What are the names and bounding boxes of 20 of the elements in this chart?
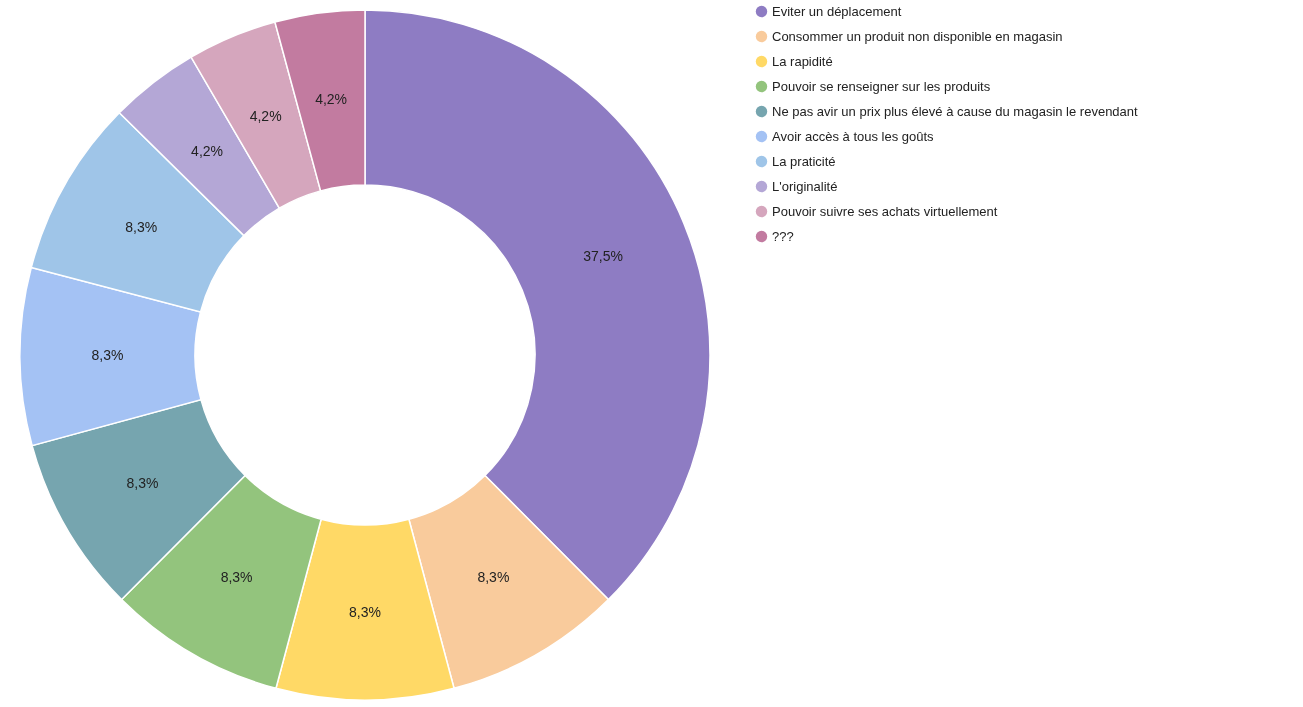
legend-label: La praticité [772,153,836,169]
data-label: 8,3% [125,218,158,235]
data-label: 8,3% [220,569,253,586]
data-label: 4,2% [315,90,348,107]
data-label: 4,2% [249,108,282,125]
legend-label: Pouvoir se renseigner sur les produits [772,78,991,94]
legend-label: Ne pas avir un prix plus élevé à cause du magasin le revendant [772,103,1139,119]
data-label: 8,3% [91,347,124,364]
legend-label: Pouvoir suivre ses achats virtuellement [772,203,998,219]
data-label: 8,3% [349,603,381,620]
legend-label: Avoir accès à tous les goûts [772,128,935,144]
legend-label: Consommer un produit non disponible en magasin [772,28,1063,44]
data-label: 4,2% [191,142,223,159]
legend-label: ??? [772,228,794,244]
legend-label: L'originalité [772,178,838,194]
legend-label: Eviter un déplacement [772,3,902,19]
data-label: 8,3% [126,475,159,492]
legend-label: La rapidité [772,53,833,69]
data-label: 37,5% [583,247,623,264]
data-label: 8,3% [477,569,510,586]
